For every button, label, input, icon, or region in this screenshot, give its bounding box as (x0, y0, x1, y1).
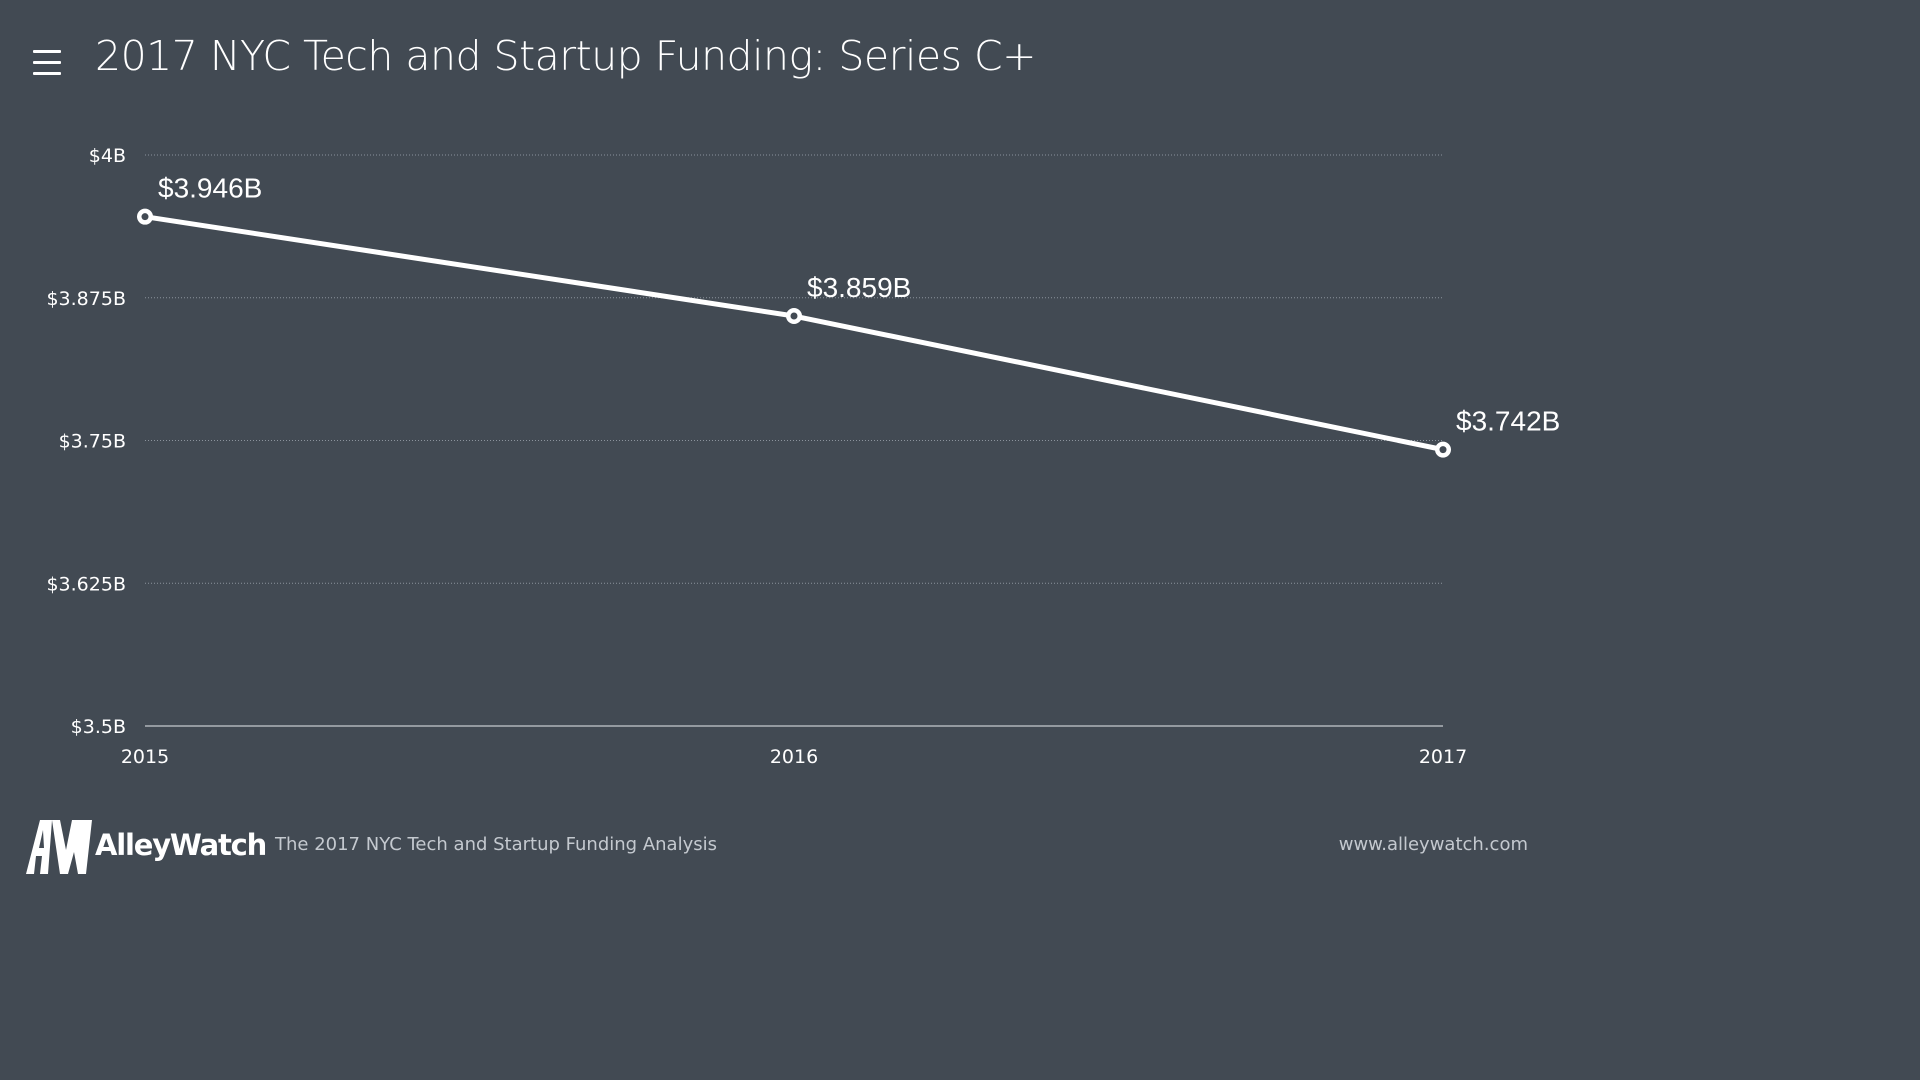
menu-line (33, 72, 61, 75)
data-point-center (790, 312, 798, 320)
data-point-center (1439, 446, 1447, 454)
menu-line (33, 50, 61, 53)
footer-url[interactable]: www.alleywatch.com (1338, 834, 1528, 855)
data-point-center (141, 213, 149, 221)
x-tick-label: 2015 (121, 746, 169, 768)
x-tick-label: 2017 (1419, 746, 1467, 768)
y-tick-label: $3.875B (46, 288, 126, 310)
series-line (142, 214, 1446, 453)
data-label: $3.946B (158, 173, 262, 204)
y-tick-label: $4B (89, 145, 126, 167)
alleywatch-logo-icon (26, 820, 92, 874)
data-label: $3.859B (807, 272, 911, 303)
hamburger-menu-icon[interactable] (31, 45, 63, 79)
x-tick-label: 2016 (770, 746, 818, 768)
y-tick-label: $3.5B (71, 716, 126, 738)
chart-title: 2017 NYC Tech and Startup Funding: Serie… (95, 32, 1037, 80)
footer: AlleyWatch The 2017 NYC Tech and Startup… (0, 812, 1568, 882)
y-tick-label: $3.75B (59, 431, 126, 453)
data-label: $3.742B (1456, 406, 1560, 437)
footer-caption: The 2017 NYC Tech and Startup Funding An… (275, 834, 717, 855)
y-tick-label: $3.625B (46, 573, 126, 595)
brand-name: AlleyWatch (95, 828, 267, 862)
menu-line (33, 61, 61, 64)
line-chart: $3.5B $3.625B $3.75B $3.875B $4B 2015 2016 2017… (46, 145, 1560, 768)
